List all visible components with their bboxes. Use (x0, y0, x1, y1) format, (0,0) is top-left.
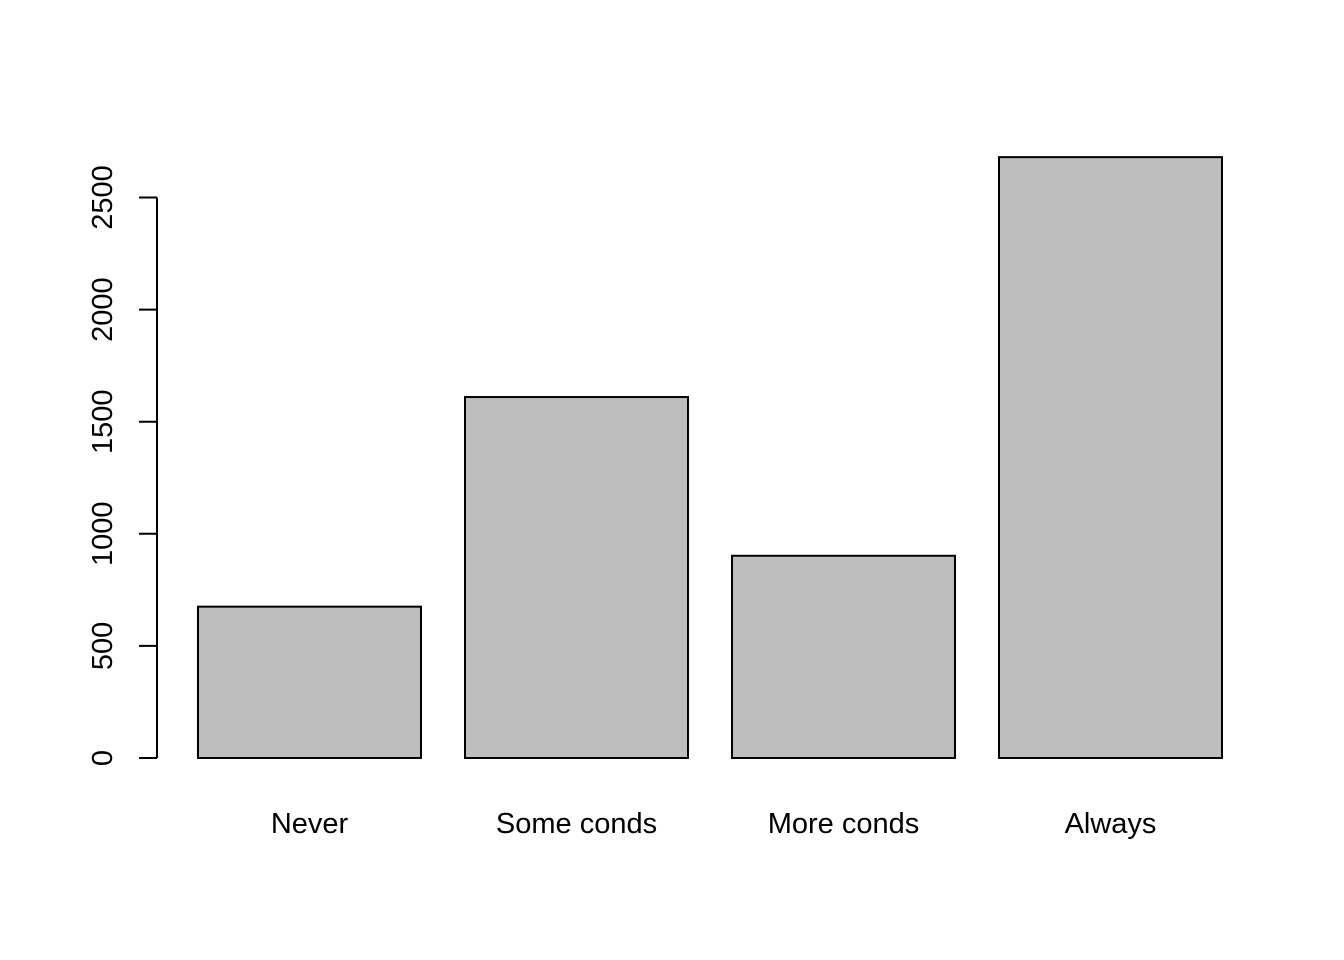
x-tick-label: More conds (768, 808, 920, 840)
bar-never (197, 605, 422, 759)
y-axis: 0 500 1000 1500 2000 2500 (87, 165, 158, 766)
y-tick-label: 0 (87, 750, 119, 766)
x-axis-labels: Never Some conds More conds Always (271, 808, 1157, 840)
y-tick-label: 500 (87, 622, 119, 670)
y-tick-label: 2500 (87, 165, 119, 230)
y-tick-label: 2000 (87, 277, 119, 342)
bar-some-conds (464, 396, 689, 759)
bar-more-conds (731, 554, 956, 759)
y-tick-label: 1000 (87, 502, 119, 567)
bars (197, 156, 1223, 760)
x-tick-label: Always (1065, 808, 1157, 840)
x-tick-label: Some conds (496, 808, 657, 840)
bar-always (998, 156, 1223, 760)
x-tick-label: Never (271, 808, 349, 840)
y-tick-label: 1500 (87, 389, 119, 454)
